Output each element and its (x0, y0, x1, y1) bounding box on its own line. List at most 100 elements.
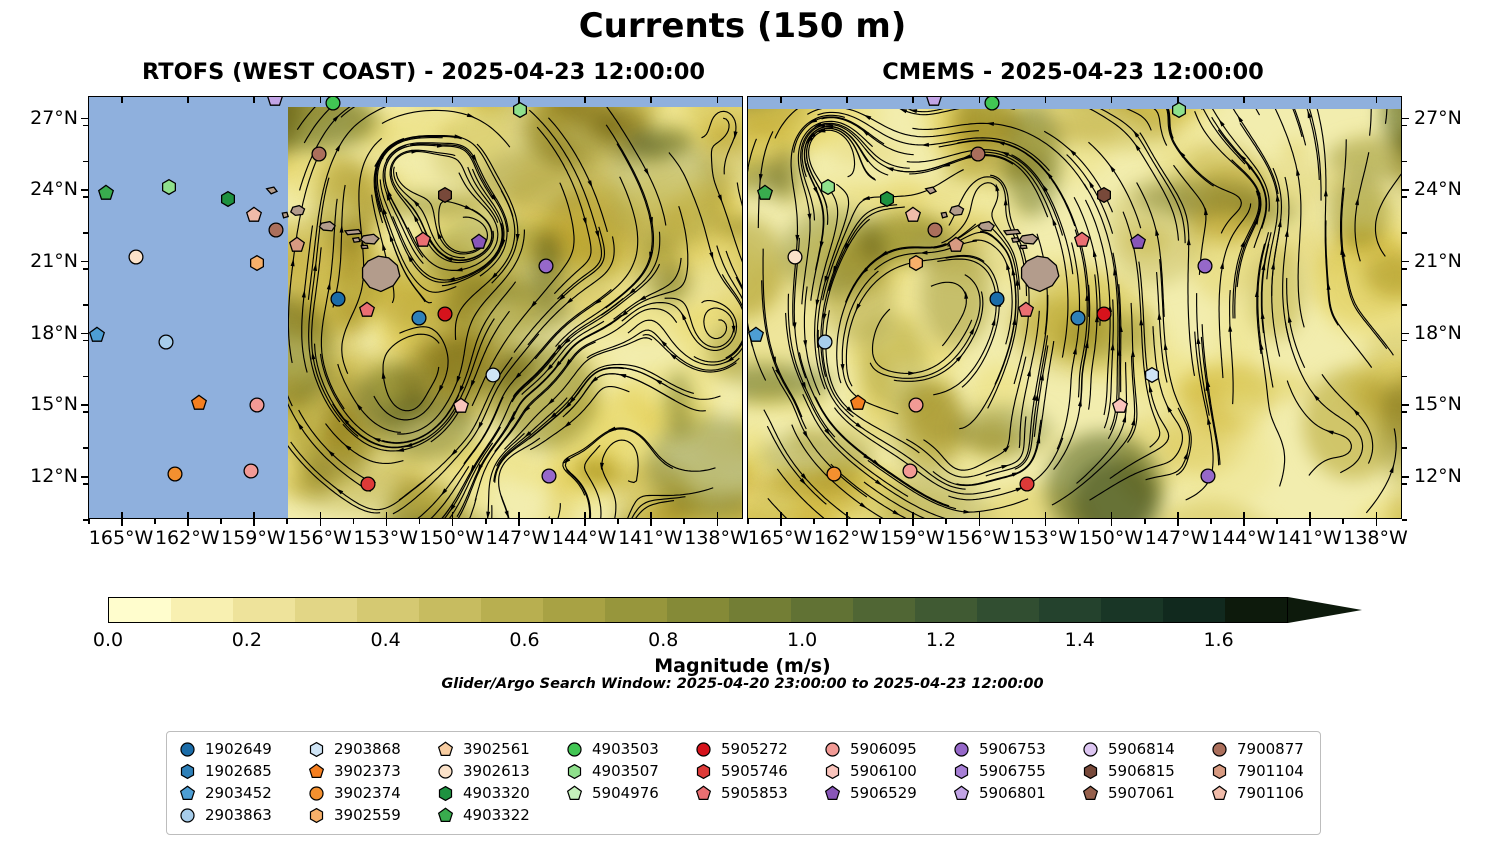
float-marker-1902685[interactable] (1069, 309, 1087, 331)
legend-item-7901104[interactable]: 7901104 (1211, 762, 1340, 781)
legend-item-7900877[interactable]: 7900877 (1211, 740, 1340, 759)
float-marker-5905853b[interactable] (358, 301, 376, 323)
legend-item-3902613[interactable]: 3902613 (437, 762, 566, 781)
legend-item-5906815[interactable]: 5906815 (1082, 762, 1211, 781)
legend-item-5906529[interactable]: 5906529 (824, 784, 953, 803)
float-marker-2903868[interactable] (1143, 366, 1161, 388)
float-marker-5906100[interactable] (1111, 397, 1129, 419)
float-marker-4903507b[interactable] (160, 178, 178, 200)
legend-item-3902373[interactable]: 3902373 (308, 762, 437, 781)
float-marker-7901106[interactable] (904, 206, 922, 228)
float-marker-5905853[interactable] (414, 231, 432, 253)
float-marker-3902559[interactable] (907, 254, 925, 276)
map-panel-rtofs[interactable] (88, 96, 743, 519)
float-marker-5905746[interactable] (1018, 475, 1036, 497)
legend-item-5905746[interactable]: 5905746 (695, 762, 824, 781)
legend-item-2903452[interactable]: 2903452 (179, 784, 308, 803)
float-marker-5906753[interactable] (537, 257, 555, 279)
float-marker-4903507[interactable] (511, 101, 529, 123)
streamline-arrow (654, 379, 663, 385)
float-marker-4903322[interactable] (756, 184, 774, 206)
legend-item-5906801[interactable]: 5906801 (953, 784, 1082, 803)
legend-item-5906753[interactable]: 5906753 (953, 740, 1082, 759)
float-marker-4903503[interactable] (324, 97, 342, 116)
float-marker-5905853[interactable] (1073, 231, 1091, 253)
float-marker-2903868[interactable] (484, 366, 502, 388)
legend-item-7901106[interactable]: 7901106 (1211, 784, 1340, 803)
float-marker-1902649[interactable] (329, 290, 347, 312)
legend-item-5906095[interactable]: 5906095 (824, 740, 953, 759)
legend-item-5906814[interactable]: 5906814 (1082, 740, 1211, 759)
float-marker-5906095b[interactable] (901, 462, 919, 484)
legend-item-3902374[interactable]: 3902374 (308, 784, 437, 803)
float-marker-4903322[interactable] (97, 184, 115, 206)
legend-item-1902685[interactable]: 1902685 (179, 762, 308, 781)
float-marker-3902374[interactable] (825, 465, 843, 487)
legend-item-5906755[interactable]: 5906755 (953, 762, 1082, 781)
float-marker-5906753[interactable] (1196, 257, 1214, 279)
float-marker-7901106[interactable] (245, 206, 263, 228)
legend-item-3902559[interactable]: 3902559 (308, 806, 437, 825)
float-marker-5906100[interactable] (452, 397, 470, 419)
float-marker-1902685[interactable] (410, 309, 428, 331)
float-marker-7900877[interactable] (969, 145, 987, 167)
legend-item-3902561[interactable]: 3902561 (437, 740, 566, 759)
colorbar[interactable] (108, 597, 1363, 623)
float-marker-5906801[interactable] (266, 97, 284, 112)
magnitude-blob (372, 194, 490, 216)
legend-item-4903507[interactable]: 4903507 (566, 762, 695, 781)
float-marker-3902613[interactable] (786, 248, 804, 270)
float-marker-5906095[interactable] (907, 396, 925, 418)
float-marker-1902649[interactable] (988, 290, 1006, 312)
float-marker-2903863[interactable] (816, 333, 834, 355)
streamline-arrow (471, 154, 478, 162)
float-marker-4903503[interactable] (983, 97, 1001, 116)
float-marker-5906529[interactable] (470, 233, 488, 255)
x-tick-label-153°W: 153°W (1012, 527, 1077, 549)
float-marker-2903452[interactable] (89, 326, 106, 348)
float-marker-7901104[interactable] (947, 236, 965, 258)
float-marker-4903320[interactable] (219, 190, 237, 212)
float-marker-3902559[interactable] (248, 254, 266, 276)
legend-item-5905853[interactable]: 5905853 (695, 784, 824, 803)
streamline-arrow (563, 337, 571, 345)
float-marker-5906095b[interactable] (242, 462, 260, 484)
legend-item-1902649[interactable]: 1902649 (179, 740, 308, 759)
float-marker-4903320[interactable] (878, 190, 896, 212)
float-marker-2903863[interactable] (157, 333, 175, 355)
float-marker-3902373[interactable] (190, 394, 208, 416)
float-marker-4903507b[interactable] (819, 178, 837, 200)
float-marker-4903507[interactable] (1170, 101, 1188, 123)
legend-item-4903503[interactable]: 4903503 (566, 740, 695, 759)
legend-item-2903863[interactable]: 2903863 (179, 806, 308, 825)
legend-item-5904976[interactable]: 5904976 (566, 784, 695, 803)
float-marker-5906801[interactable] (925, 97, 943, 112)
float-marker-5906753b[interactable] (540, 467, 558, 489)
legend-item-4903322[interactable]: 4903322 (437, 806, 566, 825)
x-tick-minor (1276, 519, 1278, 524)
float-marker-3902374[interactable] (166, 465, 184, 487)
float-marker-5905272[interactable] (436, 305, 454, 327)
legend-item-4903320[interactable]: 4903320 (437, 784, 566, 803)
float-marker-5906529[interactable] (1129, 233, 1147, 255)
float-marker-5905853b[interactable] (1017, 301, 1035, 323)
legend-item-2903868[interactable]: 2903868 (308, 740, 437, 759)
float-marker-2903452[interactable] (748, 326, 765, 348)
float-marker-7900877[interactable] (310, 145, 328, 167)
float-marker-3902373[interactable] (849, 394, 867, 416)
float-marker-7901104[interactable] (288, 236, 306, 258)
float-marker-5906753b[interactable] (1199, 467, 1217, 489)
legend-item-5905272[interactable]: 5905272 (695, 740, 824, 759)
float-marker-5906095[interactable] (248, 396, 266, 418)
legend-item-5906100[interactable]: 5906100 (824, 762, 953, 781)
float-marker-3902613[interactable] (127, 248, 145, 270)
map-panel-cmems[interactable] (747, 96, 1402, 519)
float-marker-5906815[interactable] (1095, 186, 1113, 208)
legend-item-5907061[interactable]: 5907061 (1082, 784, 1211, 803)
float-marker-5905272[interactable] (1095, 305, 1113, 327)
float-marker-7900877b[interactable] (267, 221, 285, 243)
float-marker-7900877b[interactable] (926, 221, 944, 243)
x-tick-minor (220, 519, 222, 524)
float-marker-5906815[interactable] (436, 186, 454, 208)
float-marker-5905746[interactable] (359, 475, 377, 497)
